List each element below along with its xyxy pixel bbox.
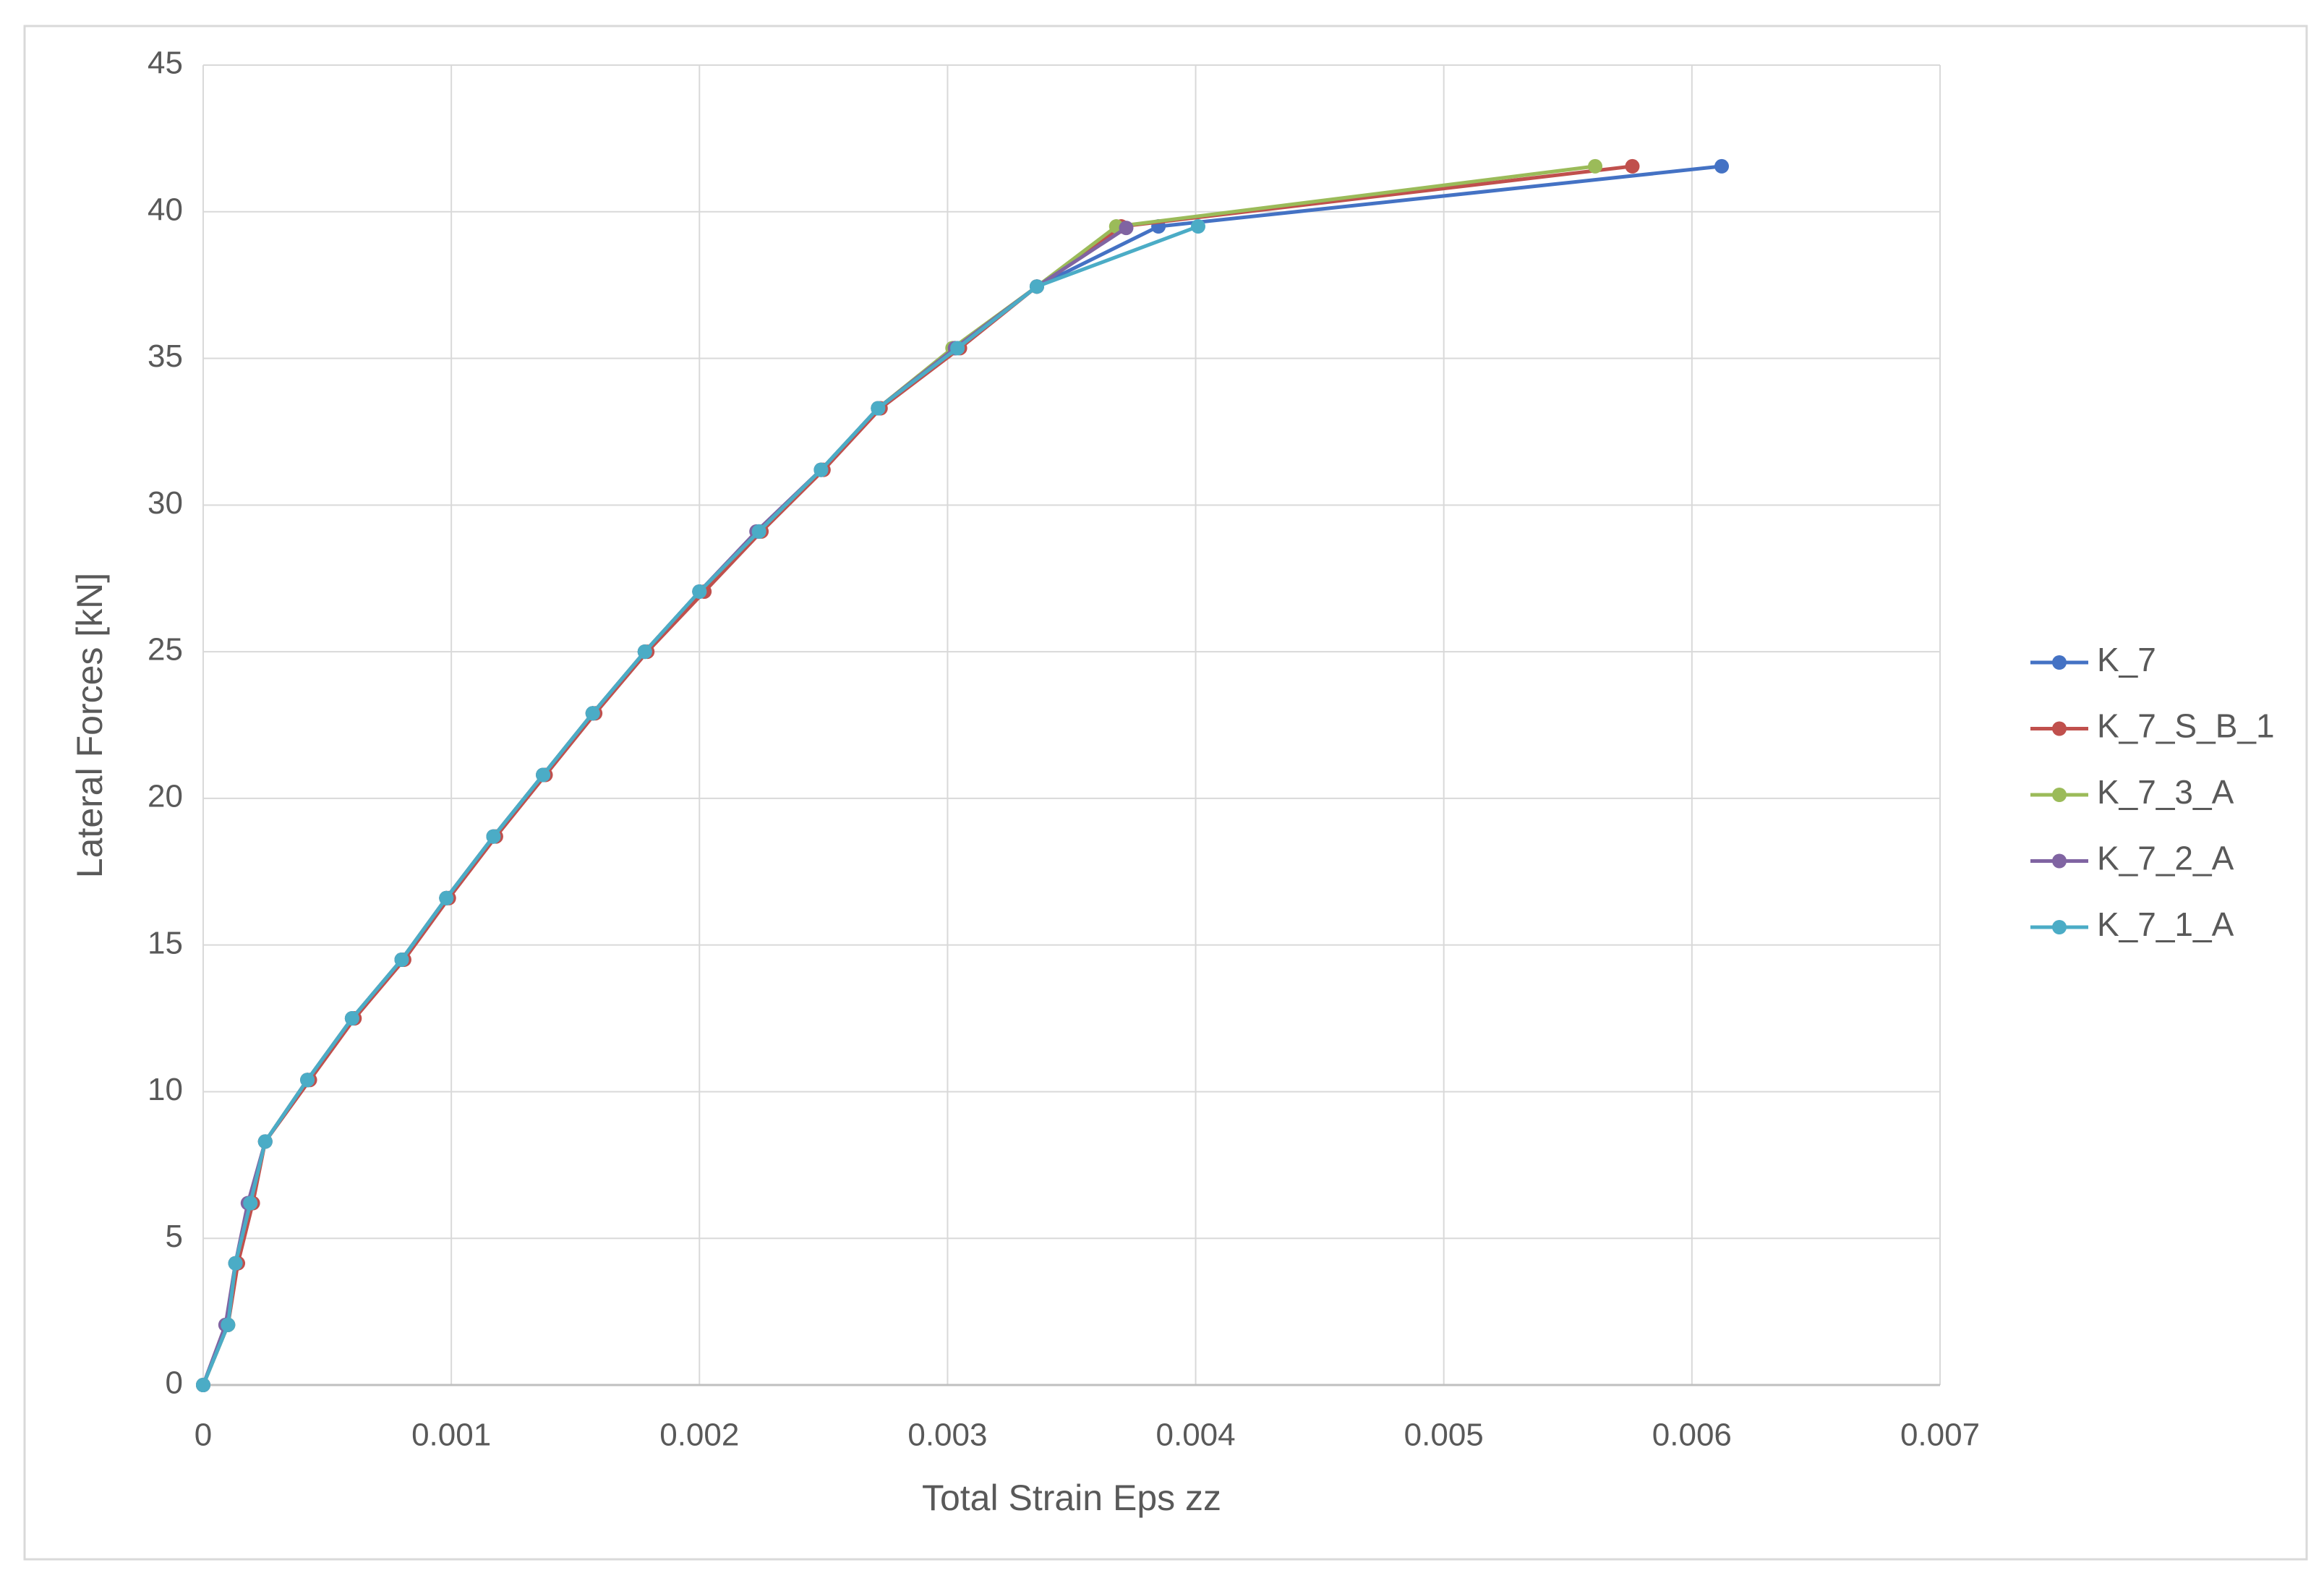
legend-marker <box>2052 853 2067 869</box>
data-point <box>1588 158 1603 174</box>
legend-marker <box>2052 788 2067 802</box>
data-point <box>257 1134 273 1149</box>
x-tick-label: 0.003 <box>907 1418 987 1453</box>
legend-label: K_7_2_A <box>2097 840 2234 877</box>
data-point <box>950 341 965 356</box>
y-tick-label: 45 <box>148 46 183 81</box>
series-line <box>201 224 1199 1386</box>
data-point <box>1191 219 1206 234</box>
legend-marker <box>2052 721 2067 736</box>
legend-label: K_7_3_A <box>2097 773 2234 811</box>
legend-label: K_7_S_B_1 <box>2097 707 2275 745</box>
legend-marker <box>2052 920 2067 934</box>
data-point <box>751 524 766 539</box>
legend-label: K_7_1_A <box>2097 905 2234 943</box>
data-point <box>637 644 652 660</box>
data-point <box>1119 221 1134 236</box>
x-tick-label: 0.001 <box>411 1418 491 1453</box>
x-tick-label: 0.002 <box>659 1418 739 1453</box>
data-point <box>813 462 829 477</box>
y-tick-label: 20 <box>148 779 183 814</box>
data-point <box>243 1196 258 1211</box>
y-tick-label: 5 <box>166 1219 183 1254</box>
legend-marker <box>2052 655 2067 670</box>
data-point <box>439 890 454 905</box>
data-point <box>1029 279 1044 294</box>
y-tick-label: 25 <box>148 632 183 668</box>
data-point <box>585 706 600 721</box>
y-tick-label: 30 <box>148 485 183 521</box>
data-point <box>221 1317 236 1332</box>
data-point <box>692 584 707 599</box>
data-point <box>196 1378 210 1392</box>
x-tick-label: 0.004 <box>1156 1418 1236 1453</box>
data-point <box>1625 158 1640 174</box>
data-point <box>344 1011 359 1026</box>
data-point <box>394 952 409 967</box>
data-point <box>871 401 886 416</box>
x-tick-label: 0.007 <box>1900 1418 1980 1453</box>
data-point <box>486 829 501 844</box>
data-point <box>300 1073 315 1088</box>
x-tick-label: 0 <box>195 1418 212 1453</box>
x-axis-title: Total Strain Eps zz <box>922 1478 1221 1518</box>
y-tick-label: 15 <box>148 925 183 960</box>
x-tick-label: 0.005 <box>1404 1418 1484 1453</box>
chart-border <box>23 25 2308 1561</box>
y-axis-title: Lateral Forces [kN] <box>69 573 110 878</box>
y-tick-label: 40 <box>148 192 183 227</box>
y-tick-label: 35 <box>148 338 183 374</box>
y-tick-label: 10 <box>148 1072 183 1107</box>
y-tick-label: 0 <box>166 1365 183 1401</box>
legend-label: K_7 <box>2097 641 2156 678</box>
data-point <box>1714 158 1730 174</box>
data-point <box>536 767 551 783</box>
data-point <box>228 1256 243 1271</box>
x-tick-label: 0.006 <box>1652 1418 1732 1453</box>
